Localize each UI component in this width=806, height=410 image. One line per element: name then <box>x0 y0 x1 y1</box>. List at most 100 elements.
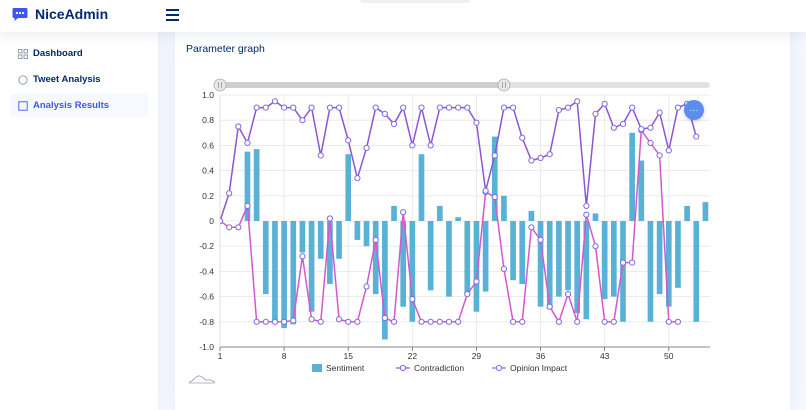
sentiment-bar <box>382 221 388 340</box>
y-tick-label: 0.4 <box>202 166 214 176</box>
sentiment-bar <box>473 221 480 312</box>
sentiment-bar <box>436 205 443 221</box>
header-bar: NiceAdmin <box>0 0 806 32</box>
sentiment-bar <box>638 160 645 221</box>
square-icon <box>18 100 28 111</box>
y-tick-label: -0.6 <box>199 292 214 302</box>
sentiment-bar <box>501 195 507 221</box>
opinion-impact-point <box>326 215 334 222</box>
sentiment-bar <box>391 205 397 221</box>
opinion-impact-point <box>509 318 517 325</box>
sentiment-bar <box>427 221 434 291</box>
opinion-impact-point <box>473 278 480 285</box>
sentiment-bar <box>510 221 516 281</box>
opinion-impact-point <box>271 318 279 325</box>
opinion-impact-point <box>262 318 269 325</box>
contradiction-point <box>299 117 306 124</box>
opinion-impact-point <box>308 316 315 323</box>
opinion-impact-point <box>583 211 590 218</box>
zoom-toolbox-button[interactable]: ··· <box>684 100 704 120</box>
contradiction-point <box>244 139 251 146</box>
contradiction-point <box>546 151 553 158</box>
x-tick-label: 43 <box>600 351 610 361</box>
contradiction-point <box>363 144 370 152</box>
sidebar-item-analysis-results[interactable]: Analysis Results <box>10 94 148 117</box>
x-tick-label: 1 <box>218 351 223 361</box>
contradiction-point <box>445 104 453 111</box>
contradiction-point <box>564 104 572 111</box>
contradiction-point <box>537 154 544 162</box>
sentiment-bar <box>455 217 461 221</box>
zoom-slider-handle[interactable] <box>497 78 511 92</box>
sentiment-bar <box>482 221 489 292</box>
sentiment-bar <box>647 221 654 322</box>
mini-trend-icon <box>188 375 216 384</box>
legend-sentiment[interactable]: Sentiment <box>312 363 364 373</box>
zoom-slider-handle[interactable] <box>213 78 227 92</box>
plot-area <box>220 98 709 340</box>
opinion-impact-point <box>464 290 471 298</box>
chat-logo-icon <box>12 8 28 21</box>
y-tick-label: -0.4 <box>199 266 214 276</box>
contradiction-point <box>253 104 260 111</box>
sentiment-bar <box>693 221 700 322</box>
sidebar-item-label: Analysis Results <box>33 100 110 111</box>
sentiment-bar <box>601 221 608 300</box>
opinion-impact-point <box>427 318 434 325</box>
contradiction-point <box>354 175 361 182</box>
contradiction-point <box>519 134 526 141</box>
sidebar-item-dashboard[interactable]: Dashboard <box>10 42 148 65</box>
opinion-impact-point <box>455 318 462 325</box>
sentiment-bar <box>556 221 562 297</box>
y-tick-label: 0.8 <box>202 115 214 125</box>
opinion-impact-point <box>555 318 562 325</box>
contradiction-point <box>619 120 627 128</box>
contradiction-point <box>464 104 471 111</box>
opinion-impact-point <box>418 318 425 325</box>
sentiment-bar <box>684 205 690 221</box>
contradiction-point <box>381 110 388 118</box>
legend-line-swatch <box>492 364 506 372</box>
sidebar-toggle-icon[interactable] <box>166 9 179 21</box>
contradiction-point <box>326 104 334 111</box>
sentiment-bar <box>418 154 425 221</box>
contradiction-point <box>317 152 324 159</box>
legend-bar-swatch <box>312 364 322 372</box>
sidebar-item-label: Dashboard <box>33 48 83 59</box>
legend-label: Contradiction <box>414 363 465 373</box>
opinion-impact-point <box>574 318 581 325</box>
contradiction-point <box>656 109 663 116</box>
legend-line-swatch <box>396 364 410 372</box>
contradiction-point <box>226 190 233 197</box>
header-search-edge <box>360 0 470 3</box>
sentiment-bar <box>546 221 553 310</box>
contradiction-point <box>418 104 425 111</box>
sidebar-item-label: Tweet Analysis <box>33 74 101 85</box>
y-tick-label: 1.0 <box>202 90 214 100</box>
app-name: NiceAdmin <box>35 6 109 22</box>
logo[interactable]: NiceAdmin <box>12 6 108 22</box>
contradiction-point <box>409 142 416 149</box>
contradiction-point <box>436 104 443 111</box>
opinion-impact-point <box>390 318 398 325</box>
sentiment-bar <box>519 221 526 284</box>
sentiment-bar <box>281 221 287 329</box>
contradiction-point <box>235 123 242 130</box>
sentiment-bar <box>583 221 590 320</box>
sentiment-bar <box>400 221 407 307</box>
contradiction-point <box>693 133 700 140</box>
legend-opinion-impact[interactable]: Opinion Impact <box>492 363 567 373</box>
sidebar-item-tweet-analysis[interactable]: Tweet Analysis <box>10 68 148 91</box>
opinion-impact-point <box>546 303 553 310</box>
legend-contradiction[interactable]: Contradiction <box>396 363 464 373</box>
contradiction-point <box>308 104 315 111</box>
opinion-impact-point <box>629 259 636 266</box>
y-tick-label: 0.6 <box>202 140 214 150</box>
contradiction-point <box>220 217 224 225</box>
x-tick-label: 29 <box>472 351 482 361</box>
circle-icon <box>18 74 28 85</box>
sentiment-bar <box>574 221 581 313</box>
opinion-impact-point <box>335 316 343 323</box>
opinion-impact-point <box>345 318 352 325</box>
sentiment-bar <box>262 221 269 295</box>
